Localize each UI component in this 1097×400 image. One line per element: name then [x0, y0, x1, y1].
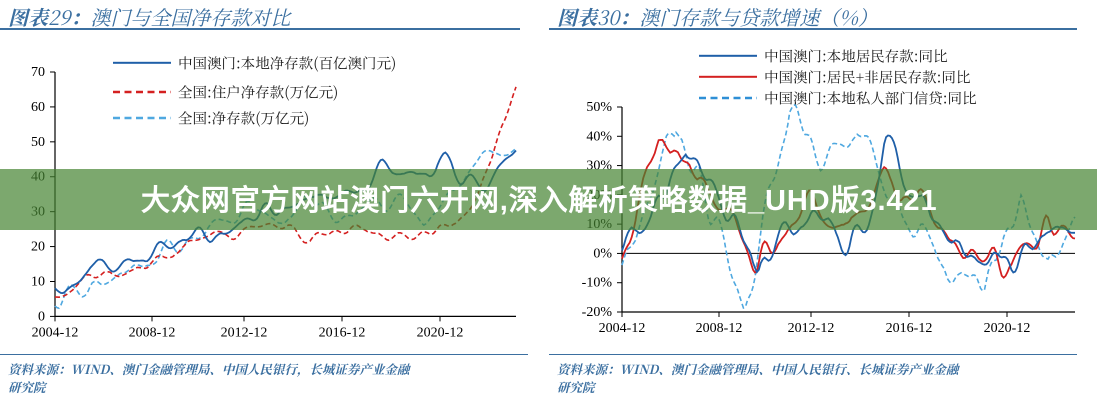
svg-text:2016-12: 2016-12: [886, 321, 933, 336]
svg-text:0%: 0%: [593, 246, 612, 261]
svg-text:10: 10: [31, 274, 45, 289]
svg-text:70: 70: [31, 65, 45, 80]
svg-text:2008-12: 2008-12: [696, 321, 743, 336]
svg-text:2016-12: 2016-12: [319, 325, 366, 340]
svg-text:2008-12: 2008-12: [129, 325, 176, 340]
svg-text:2012-12: 2012-12: [221, 325, 268, 340]
svg-text:-10%: -10%: [582, 276, 613, 291]
svg-text:2020-12: 2020-12: [417, 325, 464, 340]
svg-text:2020-12: 2020-12: [984, 321, 1031, 336]
svg-text:-20%: -20%: [582, 305, 613, 320]
svg-text:60: 60: [31, 100, 45, 115]
svg-text:50: 50: [31, 135, 45, 150]
svg-text:0: 0: [38, 309, 45, 324]
svg-text:40%: 40%: [586, 129, 612, 144]
svg-text:2004-12: 2004-12: [599, 321, 646, 336]
svg-text:2004-12: 2004-12: [32, 325, 79, 340]
svg-text:50%: 50%: [586, 100, 612, 115]
svg-text:2012-12: 2012-12: [788, 321, 835, 336]
svg-text:20: 20: [31, 240, 45, 255]
